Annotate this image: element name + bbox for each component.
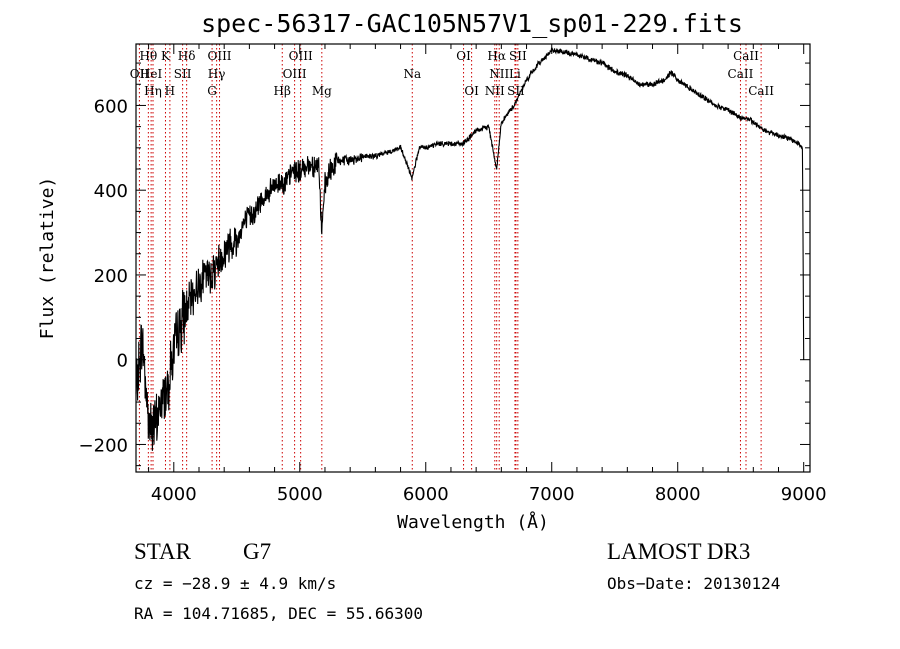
line-label-7: Hδ bbox=[178, 49, 196, 63]
redshift-velocity: cz = −28.9 ± 4.9 km/s bbox=[134, 574, 336, 593]
line-label-17: OI bbox=[464, 84, 479, 98]
line-label-14: Mg bbox=[312, 84, 332, 98]
emission-line-labels: OII Hθ HeI Hη K H SII Hδ OIII Hγ G Hβ OIII OIII Mg Na OI… bbox=[130, 49, 775, 98]
line-label-22: SII bbox=[507, 84, 525, 98]
line-label-2: HeI bbox=[140, 67, 163, 81]
line-label-19: Hα bbox=[487, 49, 506, 63]
line-label-3: Hη bbox=[144, 84, 162, 98]
line-label-16: OI bbox=[456, 49, 471, 63]
line-label-8: OIII bbox=[207, 49, 231, 63]
y-tick-label: 400 bbox=[94, 181, 128, 202]
observation-date: Obs−Date: 20130124 bbox=[607, 574, 780, 593]
y-tick-label: 200 bbox=[94, 266, 128, 287]
x-tick-label: 4000 bbox=[151, 484, 197, 505]
line-label-5: H bbox=[165, 84, 175, 98]
survey-name: LAMOST DR3 bbox=[607, 539, 750, 564]
x-tick-label: 9000 bbox=[781, 484, 827, 505]
plot-frame bbox=[135, 43, 811, 473]
object-class: STAR bbox=[134, 539, 192, 564]
line-label-13: OIII bbox=[289, 49, 313, 63]
line-label-20: NII bbox=[489, 67, 509, 81]
line-label-9: Hγ bbox=[208, 67, 226, 81]
object-subclass: G7 bbox=[243, 539, 271, 564]
x-axis-ticks: 4000 5000 6000 7000 8000 9000 bbox=[148, 44, 827, 505]
x-tick-label: 5000 bbox=[277, 484, 323, 505]
x-tick-label: 7000 bbox=[529, 484, 575, 505]
line-label-26: CaII bbox=[748, 84, 774, 98]
line-label-25: CaII bbox=[733, 49, 759, 63]
line-label-15: Na bbox=[403, 67, 421, 81]
line-label-23: SII bbox=[509, 49, 527, 63]
spectrum-line bbox=[135, 47, 805, 451]
line-label-24: CaII bbox=[728, 67, 754, 81]
line-label-21: Li bbox=[509, 67, 521, 81]
y-axis-label: Flux (relative) bbox=[37, 177, 58, 340]
y-tick-label: 0 bbox=[117, 351, 128, 372]
line-label-12: OIII bbox=[283, 67, 307, 81]
line-label-18: NII bbox=[485, 84, 505, 98]
chart-title: spec-56317-GAC105N57V1_sp01-229.fits bbox=[201, 9, 743, 38]
x-axis-label: Wavelength (Å) bbox=[397, 511, 549, 533]
line-label-11: Hβ bbox=[274, 84, 291, 98]
y-axis-ticks: −200 0 200 400 600 bbox=[79, 62, 810, 467]
y-tick-label: 600 bbox=[94, 96, 128, 117]
x-tick-label: 6000 bbox=[403, 484, 449, 505]
x-tick-label: 8000 bbox=[655, 484, 701, 505]
sky-coordinates: RA = 104.71685, DEC = 55.66300 bbox=[134, 604, 423, 623]
line-label-6: SII bbox=[174, 67, 192, 81]
line-label-10: G bbox=[207, 84, 217, 98]
emission-line-markers bbox=[138, 44, 762, 472]
line-label-0: OII bbox=[130, 67, 150, 81]
line-label-4: K bbox=[161, 49, 171, 63]
line-label-1: Hθ bbox=[139, 49, 157, 63]
y-tick-label: −200 bbox=[79, 435, 128, 456]
